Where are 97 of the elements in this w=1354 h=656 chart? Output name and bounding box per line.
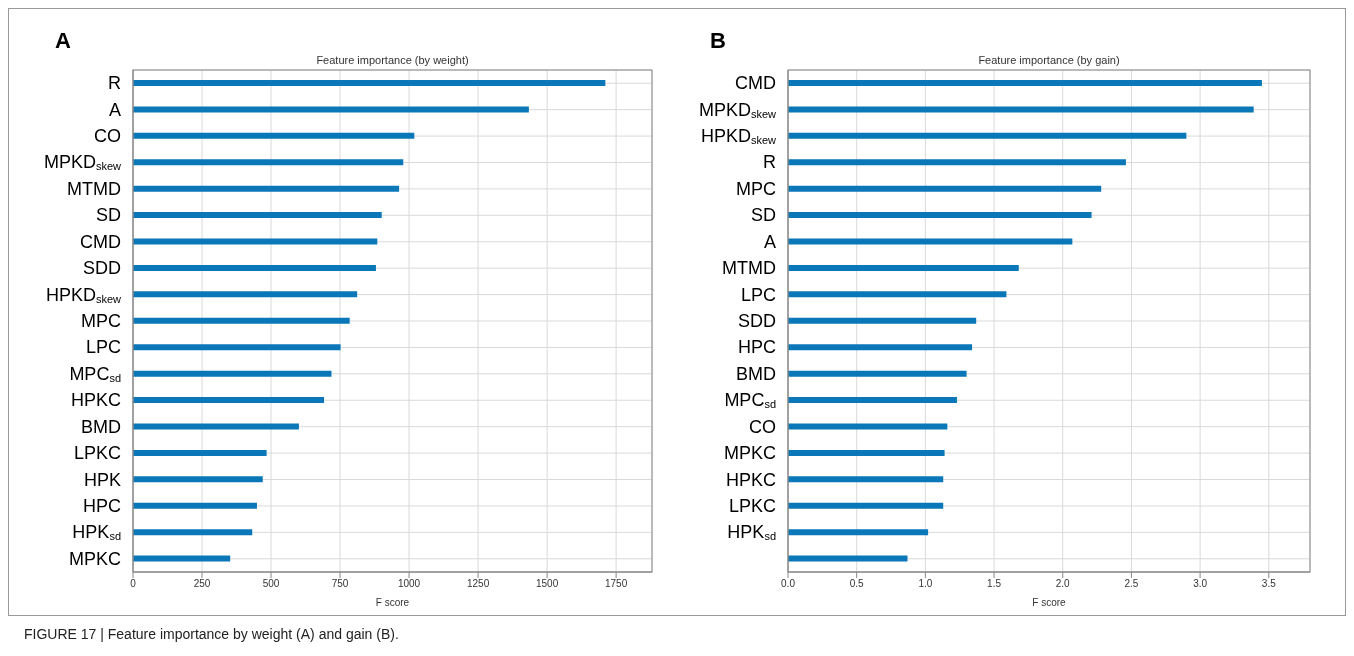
y-tick-label: SDD	[737, 311, 776, 331]
bar	[788, 159, 1126, 166]
y-tick-label: CMD	[80, 231, 121, 252]
bar	[133, 423, 299, 430]
bar	[788, 449, 945, 456]
bar	[788, 317, 977, 324]
y-tick-label: HPK$_{sd}$	[727, 522, 776, 543]
bar	[788, 397, 957, 404]
y-tick-label: MPC	[736, 178, 776, 199]
bar	[788, 106, 1254, 113]
y-tick-label: SDD	[82, 258, 121, 279]
y-tick-label: CO	[94, 126, 121, 147]
y-tick-label: MTMD	[67, 178, 121, 199]
y-tick-label: MPC	[81, 311, 121, 331]
bar	[133, 502, 257, 509]
chart-title: Feature importance (by weight)	[315, 54, 470, 66]
bar	[133, 397, 325, 404]
y-tick-label: HPK	[83, 469, 121, 490]
x-tick-label: 2.0	[1055, 578, 1071, 590]
x-tick-label: 1000	[397, 578, 421, 590]
y-tick-label: LPC	[85, 337, 121, 358]
bar	[788, 502, 944, 509]
y-tick-label: HPKC	[725, 469, 776, 490]
bar	[133, 344, 341, 351]
x-tick-label: 3.5	[1261, 578, 1277, 590]
x-tick-label: 1750	[604, 578, 628, 590]
y-tick-label: LPC	[740, 284, 776, 305]
x-tick-label: 0.0	[781, 578, 796, 590]
bar	[133, 555, 231, 562]
bar	[133, 370, 332, 377]
y-tick-label: BMD	[81, 416, 121, 437]
chart-title: Feature importance (by gain)	[977, 54, 1121, 66]
bar	[133, 106, 529, 113]
y-tick-label: HPKD$_{skew}$	[45, 284, 122, 305]
x-tick-label: 250	[193, 578, 211, 590]
bar	[788, 423, 948, 430]
bar	[133, 449, 267, 456]
y-tick-label: LPKC	[73, 443, 121, 464]
bar	[788, 264, 1019, 271]
y-tick-label: LPKC	[728, 495, 776, 516]
bar	[788, 344, 973, 351]
bar	[133, 80, 606, 86]
y-tick-label: MPC$_{sd}$	[724, 390, 776, 411]
bar	[133, 159, 404, 166]
y-tick-label: A	[108, 99, 121, 120]
bar	[133, 185, 400, 192]
bar	[133, 291, 358, 298]
bar	[788, 529, 929, 536]
x-tick-label: 1.0	[918, 578, 933, 590]
bar	[788, 555, 908, 562]
x-tick-label: 0.5	[849, 578, 865, 590]
y-tick-label: CO	[749, 416, 776, 437]
y-tick-label: HPKD$_{skew}$	[700, 126, 777, 147]
y-tick-label: HPC	[82, 495, 121, 516]
bar	[788, 212, 1092, 219]
bar	[133, 317, 350, 324]
bar	[788, 80, 1262, 86]
bar	[133, 238, 378, 245]
x-tick-label: 750	[331, 578, 349, 590]
y-tick-label: MTMD	[722, 258, 776, 279]
x-tick-label: 500	[262, 578, 280, 590]
bar	[133, 476, 263, 483]
x-tick-label: 1250	[466, 578, 490, 590]
x-tick-label: 0	[130, 578, 137, 590]
caption: FIGURE 17 | Feature importance by weight (A) and gain (B).	[24, 626, 399, 642]
x-tick-label: 3.0	[1193, 578, 1208, 590]
y-tick-label: A	[763, 231, 776, 252]
y-tick-label: R	[108, 73, 121, 94]
x-tick-label: 2.5	[1124, 578, 1139, 590]
bar	[133, 132, 415, 139]
x-tick-label: 1500	[535, 578, 559, 590]
bar	[788, 476, 944, 483]
y-tick-label: MPC$_{sd}$	[69, 363, 121, 385]
bar	[788, 291, 1007, 298]
y-tick-label: BMD	[736, 363, 776, 384]
y-tick-label: HPKC	[70, 390, 121, 411]
x-tick-label: 1.5	[987, 578, 1002, 590]
bar	[788, 185, 1102, 192]
y-tick-label: HPC	[737, 337, 776, 358]
bar	[133, 264, 376, 271]
bar	[788, 132, 1187, 139]
bar	[133, 212, 382, 219]
y-tick-label: MPKD$_{skew}$	[43, 152, 122, 173]
text: B	[710, 28, 726, 54]
y-tick-label: SD	[95, 205, 121, 226]
y-tick-label: SD	[750, 205, 776, 226]
bar	[788, 238, 1073, 245]
y-tick-label: MPKC	[68, 548, 121, 569]
x-axis-title: F score	[375, 597, 410, 608]
y-tick-label: CMD	[735, 73, 776, 94]
y-tick-label: MPKC	[723, 443, 776, 464]
x-axis-title: F score	[1032, 597, 1067, 608]
y-tick-label: MPKD$_{skew}$	[698, 99, 777, 121]
y-tick-label: HPK$_{sd}$	[72, 522, 121, 543]
bar	[133, 529, 253, 536]
bar	[788, 370, 967, 377]
y-tick-label: R	[763, 152, 776, 173]
